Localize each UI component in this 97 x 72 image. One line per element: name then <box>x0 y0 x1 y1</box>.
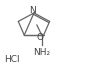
Text: N: N <box>29 6 35 15</box>
Text: HCl: HCl <box>4 55 19 64</box>
Text: NH₂: NH₂ <box>33 48 50 57</box>
Text: O: O <box>36 33 43 42</box>
